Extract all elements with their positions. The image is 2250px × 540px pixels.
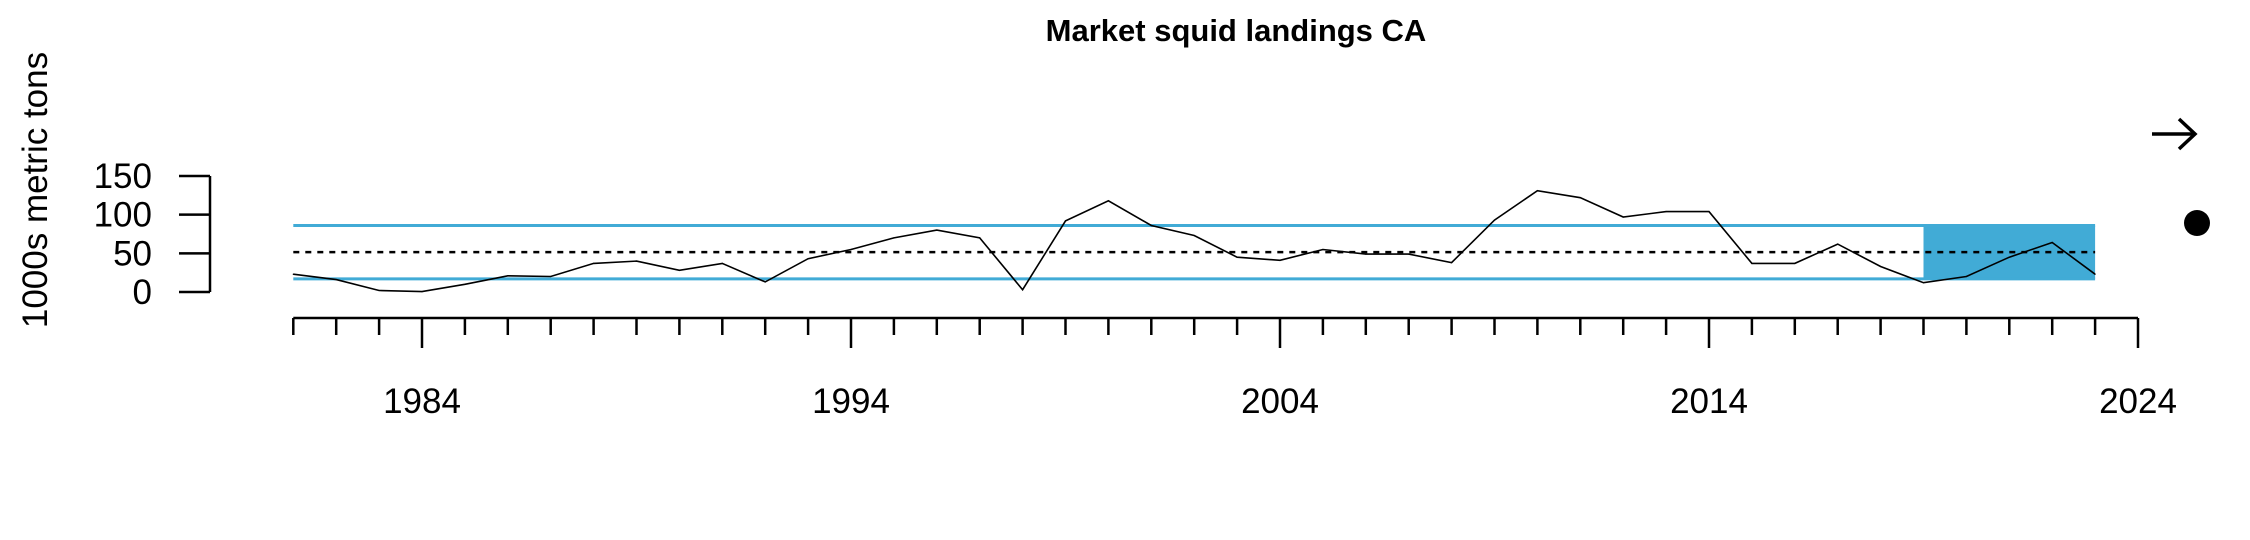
data-point <box>1236 256 1238 258</box>
data-point <box>979 237 981 239</box>
data-point <box>721 262 723 264</box>
reference-lines-layer <box>293 223 2096 281</box>
data-point <box>1150 224 1152 227</box>
x-tick-label: 1994 <box>812 382 890 421</box>
data-point <box>1408 253 1410 255</box>
y-tick-label: 100 <box>94 196 152 235</box>
data-point <box>1665 210 1667 213</box>
chart-title: Market squid landings CA <box>1046 13 1427 48</box>
x-tick-label: 1984 <box>383 382 461 421</box>
data-point <box>1493 219 1496 221</box>
x-tick-label: 2014 <box>1670 382 1748 421</box>
series-layer <box>292 189 2096 293</box>
data-point <box>807 258 809 260</box>
data-point <box>1193 234 1195 237</box>
x-tick-label: 2004 <box>1241 382 1319 421</box>
right-arrow-icon <box>2152 117 2198 151</box>
data-point <box>1751 262 1753 264</box>
data-point <box>2051 241 2053 244</box>
data-point <box>421 291 423 293</box>
data-point <box>1536 190 1538 192</box>
data-point <box>507 275 509 277</box>
data-point <box>292 273 294 275</box>
data-point <box>2008 256 2010 258</box>
y-axis-label: 1000s metric tons <box>16 52 55 328</box>
data-point <box>850 248 852 251</box>
data-point <box>678 269 681 271</box>
data-point <box>936 229 938 231</box>
data-point <box>1837 243 1839 245</box>
data-point <box>464 283 466 285</box>
data-point <box>593 262 595 264</box>
data-point <box>1451 262 1453 264</box>
data-point <box>1622 216 1624 218</box>
data-point <box>1880 265 1882 268</box>
data-point <box>1965 275 1967 278</box>
series-line <box>293 189 2096 293</box>
data-point <box>1107 200 1109 202</box>
y-tick-label: 50 <box>113 234 152 273</box>
data-point <box>550 275 552 278</box>
data-point <box>635 260 638 262</box>
data-point <box>1794 262 1796 264</box>
data-point <box>1279 259 1281 261</box>
data-point <box>1322 248 1324 251</box>
y-tick-label: 0 <box>133 273 152 312</box>
data-point <box>2094 273 2096 275</box>
data-point <box>1022 289 1024 291</box>
data-point <box>1365 253 1367 255</box>
data-point <box>1064 220 1067 222</box>
data-point <box>1708 210 1710 213</box>
data-point <box>1922 282 1925 284</box>
data-point <box>1579 197 1581 199</box>
y-tick-label: 150 <box>94 157 152 196</box>
x-tick-label: 2024 <box>2099 382 2177 421</box>
x-axis: 1984 1994 2004 2014 2024 <box>292 316 2177 421</box>
data-point <box>764 281 766 283</box>
filled-circle-icon <box>2184 210 2210 236</box>
data-point <box>378 289 380 292</box>
data-point <box>335 279 337 281</box>
data-point <box>893 237 895 239</box>
